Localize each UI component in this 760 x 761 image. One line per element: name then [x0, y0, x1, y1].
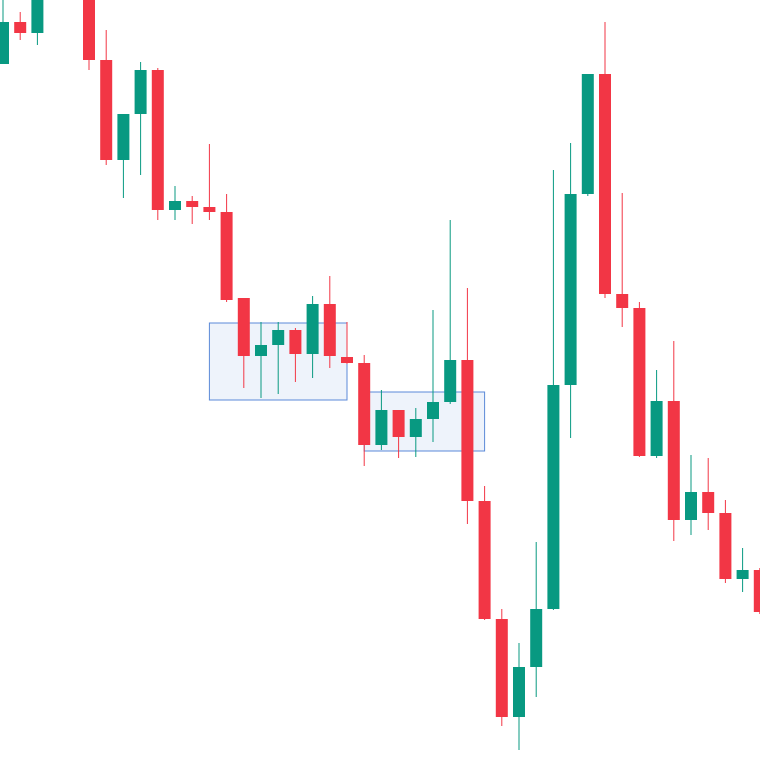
candle-body	[134, 70, 147, 114]
candle-body	[203, 207, 216, 212]
candle-body	[599, 74, 611, 294]
candle-body	[289, 330, 302, 354]
candle-body	[753, 570, 760, 612]
candle-body	[323, 304, 336, 356]
candle-body	[0, 22, 9, 64]
candle-body	[547, 385, 560, 609]
candle-body	[341, 357, 353, 363]
candle-body	[444, 360, 457, 402]
candle-body	[83, 0, 95, 60]
candle-body	[478, 501, 491, 619]
candle-body	[719, 513, 732, 579]
candle-body	[495, 619, 508, 717]
candle-body	[616, 294, 629, 308]
candle-body	[702, 492, 715, 513]
candle-body	[650, 401, 663, 456]
candle-body	[375, 410, 388, 445]
candle-body	[117, 114, 130, 160]
candle-body	[392, 410, 405, 437]
candle-body	[151, 70, 164, 210]
candle-body	[530, 609, 543, 667]
candle-body	[736, 570, 749, 579]
candle-body	[220, 212, 233, 300]
candle-body	[667, 401, 680, 520]
candle-body	[14, 22, 27, 33]
candle-body	[31, 0, 44, 33]
candle-body	[169, 201, 181, 210]
candle-body	[461, 360, 474, 501]
candle-body	[564, 194, 577, 385]
candle-body	[186, 201, 199, 207]
candle-body	[633, 308, 646, 456]
candle-body	[685, 492, 697, 520]
candle-body	[409, 419, 422, 437]
candle-body	[272, 330, 285, 345]
candle-body	[255, 345, 267, 356]
candle-body	[358, 363, 371, 445]
candle-body	[427, 402, 439, 419]
candle-body	[513, 667, 525, 717]
candle-body	[306, 304, 319, 354]
candle-body	[581, 74, 594, 194]
candle-body	[237, 298, 250, 356]
candle-body	[100, 60, 113, 160]
